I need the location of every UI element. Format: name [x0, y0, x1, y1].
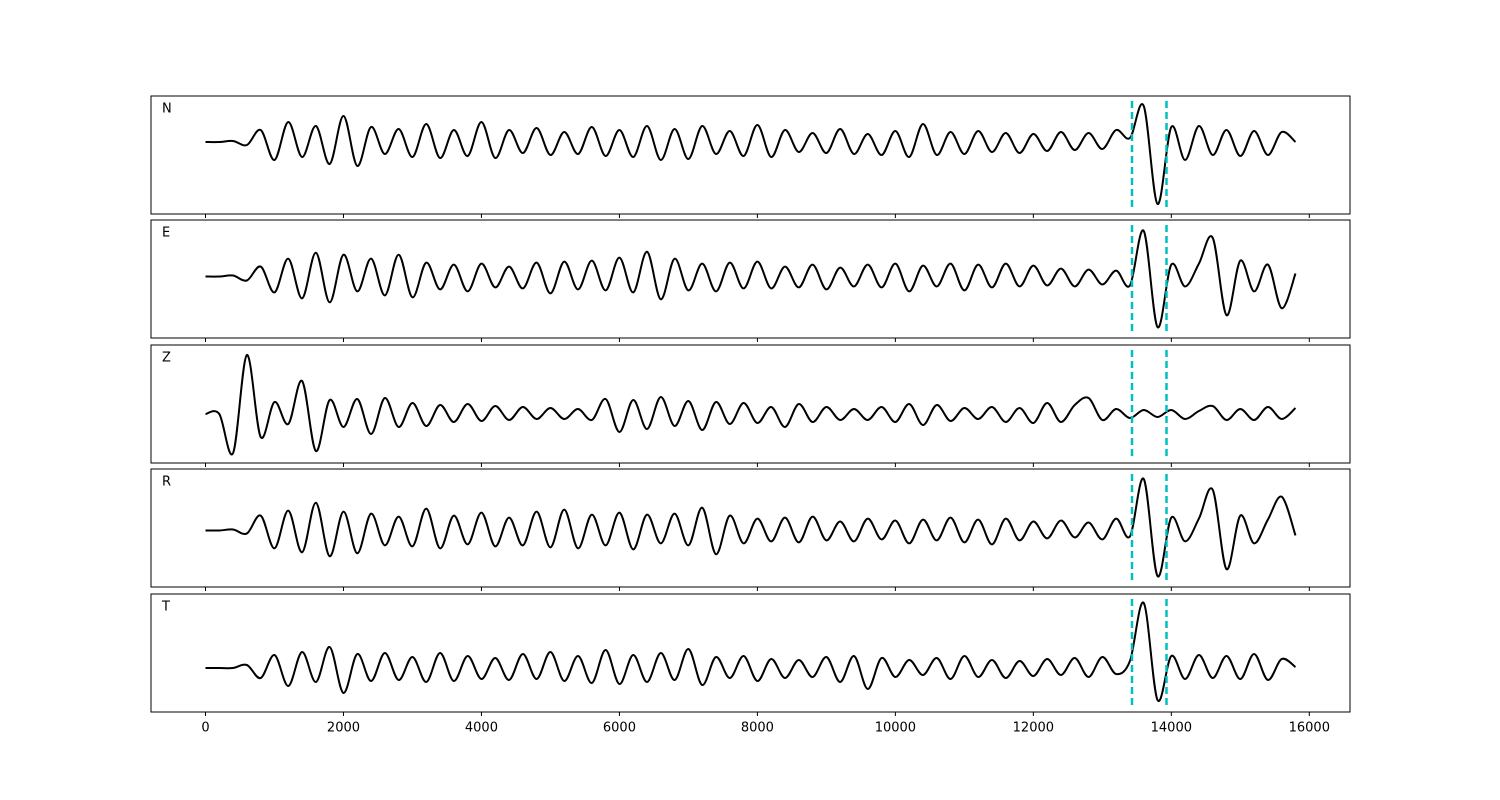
x-tick-label: 4000 — [465, 721, 498, 736]
x-tick-label: 12000 — [1013, 721, 1054, 736]
axes-frame — [150, 219, 1351, 339]
panel-label: R — [162, 475, 171, 490]
x-tick-label: 8000 — [741, 721, 774, 736]
waveform — [205, 353, 1297, 456]
x-tick-label: 6000 — [603, 721, 636, 736]
axes-frame — [150, 344, 1351, 464]
axes-frame — [150, 593, 1351, 713]
x-tick-label: 14000 — [1151, 721, 1192, 736]
axes-frame — [150, 468, 1351, 588]
panel-label: E — [162, 226, 170, 241]
waveform — [205, 229, 1297, 329]
waveform — [205, 601, 1297, 702]
axes-frame — [150, 95, 1351, 215]
panel-label: T — [161, 600, 170, 615]
x-tick-label: 0 — [201, 721, 209, 736]
panel-label: N — [162, 102, 172, 117]
x-tick-label: 10000 — [875, 721, 916, 736]
x-tick-label: 16000 — [1289, 721, 1330, 736]
waveform — [205, 477, 1297, 578]
waveform — [205, 103, 1297, 206]
x-tick-label: 2000 — [327, 721, 360, 736]
panel-label: Z — [162, 351, 171, 366]
